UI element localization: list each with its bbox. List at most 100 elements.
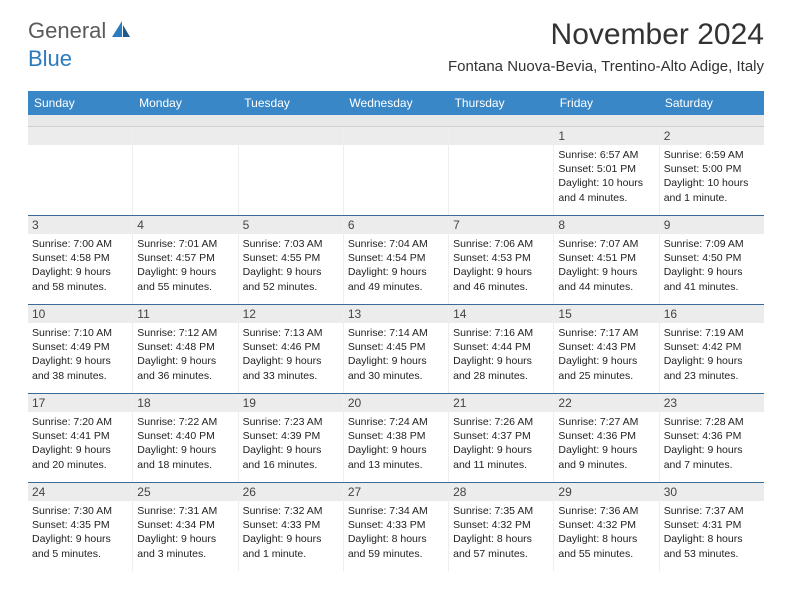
- calendar-cell: 14 Sunrise: 7:16 AMSunset: 4:44 PMDayligh…: [449, 305, 554, 393]
- sunset-text: Sunset: 4:57 PM: [137, 251, 233, 265]
- calendar-cell: 23 Sunrise: 7:28 AMSunset: 4:36 PMDayligh…: [660, 394, 764, 482]
- day-info: Sunrise: 7:32 AMSunset: 4:33 PMDaylight:…: [243, 504, 339, 561]
- sunset-text: Sunset: 4:33 PM: [243, 518, 339, 532]
- day-number: 28: [449, 483, 553, 501]
- calendar-header-row: Sunday Monday Tuesday Wednesday Thursday…: [28, 91, 764, 115]
- day-number: [344, 127, 448, 145]
- sunrise-text: Sunrise: 7:20 AM: [32, 415, 128, 429]
- page-header: General November 2024 Fontana Nuova-Bevi…: [0, 0, 792, 81]
- sunrise-text: Sunrise: 7:31 AM: [137, 504, 233, 518]
- day-info: Sunrise: 7:00 AMSunset: 4:58 PMDaylight:…: [32, 237, 128, 294]
- calendar-cell: 11Sunrise: 7:12 AMSunset: 4:48 PMDayligh…: [133, 305, 238, 393]
- sunset-text: Sunset: 4:36 PM: [558, 429, 654, 443]
- sunset-text: Sunset: 4:41 PM: [32, 429, 128, 443]
- month-title: November 2024: [448, 18, 764, 52]
- day-info: Sunrise: 7:19 AMSunset: 4:42 PMDaylight:…: [664, 326, 760, 383]
- day-info: Sunrise: 7:27 AMSunset: 4:36 PMDaylight:…: [558, 415, 654, 472]
- day-info: Sunrise: 6:57 AMSunset: 5:01 PMDaylight:…: [558, 148, 654, 205]
- day-number: 26: [239, 483, 343, 501]
- daylight-text: Daylight: 9 hours and 33 minutes.: [243, 354, 339, 382]
- day-info: Sunrise: 7:20 AMSunset: 4:41 PMDaylight:…: [32, 415, 128, 472]
- sunset-text: Sunset: 4:32 PM: [453, 518, 549, 532]
- sunrise-text: Sunrise: 7:01 AM: [137, 237, 233, 251]
- calendar-week: 10 Sunrise: 7:10 AMSunset: 4:49 PMDayligh…: [28, 304, 764, 393]
- day-header-sat: Saturday: [659, 91, 764, 115]
- calendar-cell: 21Sunrise: 7:26 AMSunset: 4:37 PMDayligh…: [449, 394, 554, 482]
- day-number: 19: [239, 394, 343, 412]
- sunrise-text: Sunrise: 6:57 AM: [558, 148, 654, 162]
- day-number: 13: [344, 305, 448, 323]
- calendar-week: 3 Sunrise: 7:00 AMSunset: 4:58 PMDaylight…: [28, 215, 764, 304]
- sunset-text: Sunset: 4:37 PM: [453, 429, 549, 443]
- sunrise-text: Sunrise: 7:35 AM: [453, 504, 549, 518]
- day-number: 14: [449, 305, 553, 323]
- calendar-cell: 17Sunrise: 7:20 AMSunset: 4:41 PMDayligh…: [28, 394, 133, 482]
- day-info: Sunrise: 7:22 AMSunset: 4:40 PMDaylight:…: [137, 415, 233, 472]
- sunrise-text: Sunrise: 7:28 AM: [664, 415, 760, 429]
- calendar-cell: 2Sunrise: 6:59 AMSunset: 5:00 PMDaylight…: [660, 127, 764, 215]
- sunrise-text: Sunrise: 7:37 AM: [664, 504, 760, 518]
- day-number: 3: [28, 216, 132, 234]
- daylight-text: Daylight: 8 hours and 57 minutes.: [453, 532, 549, 560]
- daylight-text: Daylight: 9 hours and 36 minutes.: [137, 354, 233, 382]
- day-number: 1: [554, 127, 658, 145]
- day-info: Sunrise: 7:23 AMSunset: 4:39 PMDaylight:…: [243, 415, 339, 472]
- day-info: Sunrise: 7:31 AMSunset: 4:34 PMDaylight:…: [137, 504, 233, 561]
- day-info: Sunrise: 7:12 AMSunset: 4:48 PMDaylight:…: [137, 326, 233, 383]
- day-number: 23: [660, 394, 764, 412]
- day-info: Sunrise: 7:03 AMSunset: 4:55 PMDaylight:…: [243, 237, 339, 294]
- day-number: 8: [554, 216, 658, 234]
- logo: General: [28, 18, 134, 44]
- day-header-fri: Friday: [554, 91, 659, 115]
- day-number: 21: [449, 394, 553, 412]
- sunrise-text: Sunrise: 7:13 AM: [243, 326, 339, 340]
- day-header-thu: Thursday: [449, 91, 554, 115]
- daylight-text: Daylight: 9 hours and 58 minutes.: [32, 265, 128, 293]
- calendar-cell: 20Sunrise: 7:24 AMSunset: 4:38 PMDayligh…: [344, 394, 449, 482]
- day-header-wed: Wednesday: [343, 91, 448, 115]
- calendar-cell: [239, 127, 344, 215]
- sunset-text: Sunset: 4:44 PM: [453, 340, 549, 354]
- day-number: 4: [133, 216, 237, 234]
- calendar-cell: 18Sunrise: 7:22 AMSunset: 4:40 PMDayligh…: [133, 394, 238, 482]
- sunrise-text: Sunrise: 7:22 AM: [137, 415, 233, 429]
- day-info: Sunrise: 7:01 AMSunset: 4:57 PMDaylight:…: [137, 237, 233, 294]
- day-number: 16: [660, 305, 764, 323]
- calendar: Sunday Monday Tuesday Wednesday Thursday…: [28, 91, 764, 571]
- logo-sub: Blue: [28, 46, 72, 72]
- day-info: Sunrise: 7:16 AMSunset: 4:44 PMDaylight:…: [453, 326, 549, 383]
- logo-sail-icon: [110, 19, 132, 44]
- day-number: 22: [554, 394, 658, 412]
- sunset-text: Sunset: 5:00 PM: [664, 162, 760, 176]
- sunset-text: Sunset: 4:36 PM: [664, 429, 760, 443]
- day-info: Sunrise: 7:09 AMSunset: 4:50 PMDaylight:…: [664, 237, 760, 294]
- day-info: Sunrise: 7:06 AMSunset: 4:53 PMDaylight:…: [453, 237, 549, 294]
- sunrise-text: Sunrise: 7:14 AM: [348, 326, 444, 340]
- daylight-text: Daylight: 9 hours and 23 minutes.: [664, 354, 760, 382]
- daylight-text: Daylight: 9 hours and 9 minutes.: [558, 443, 654, 471]
- sunset-text: Sunset: 4:58 PM: [32, 251, 128, 265]
- day-number: 10: [28, 305, 132, 323]
- calendar-week: 17Sunrise: 7:20 AMSunset: 4:41 PMDayligh…: [28, 393, 764, 482]
- sunset-text: Sunset: 4:35 PM: [32, 518, 128, 532]
- daylight-text: Daylight: 10 hours and 1 minute.: [664, 176, 760, 204]
- calendar-cell: 29Sunrise: 7:36 AMSunset: 4:32 PMDayligh…: [554, 483, 659, 571]
- calendar-cell: 4 Sunrise: 7:01 AMSunset: 4:57 PMDaylight…: [133, 216, 238, 304]
- day-header-mon: Monday: [133, 91, 238, 115]
- day-number: 6: [344, 216, 448, 234]
- day-number: [133, 127, 237, 145]
- sunset-text: Sunset: 4:34 PM: [137, 518, 233, 532]
- daylight-text: Daylight: 9 hours and 49 minutes.: [348, 265, 444, 293]
- sunrise-text: Sunrise: 7:03 AM: [243, 237, 339, 251]
- sunrise-text: Sunrise: 7:17 AM: [558, 326, 654, 340]
- daylight-text: Daylight: 9 hours and 28 minutes.: [453, 354, 549, 382]
- daylight-text: Daylight: 9 hours and 7 minutes.: [664, 443, 760, 471]
- sunset-text: Sunset: 4:54 PM: [348, 251, 444, 265]
- day-info: Sunrise: 7:34 AMSunset: 4:33 PMDaylight:…: [348, 504, 444, 561]
- daylight-text: Daylight: 9 hours and 41 minutes.: [664, 265, 760, 293]
- day-number: 30: [660, 483, 764, 501]
- day-info: Sunrise: 7:10 AMSunset: 4:49 PMDaylight:…: [32, 326, 128, 383]
- sunrise-text: Sunrise: 7:36 AM: [558, 504, 654, 518]
- day-info: Sunrise: 7:14 AMSunset: 4:45 PMDaylight:…: [348, 326, 444, 383]
- daylight-text: Daylight: 9 hours and 38 minutes.: [32, 354, 128, 382]
